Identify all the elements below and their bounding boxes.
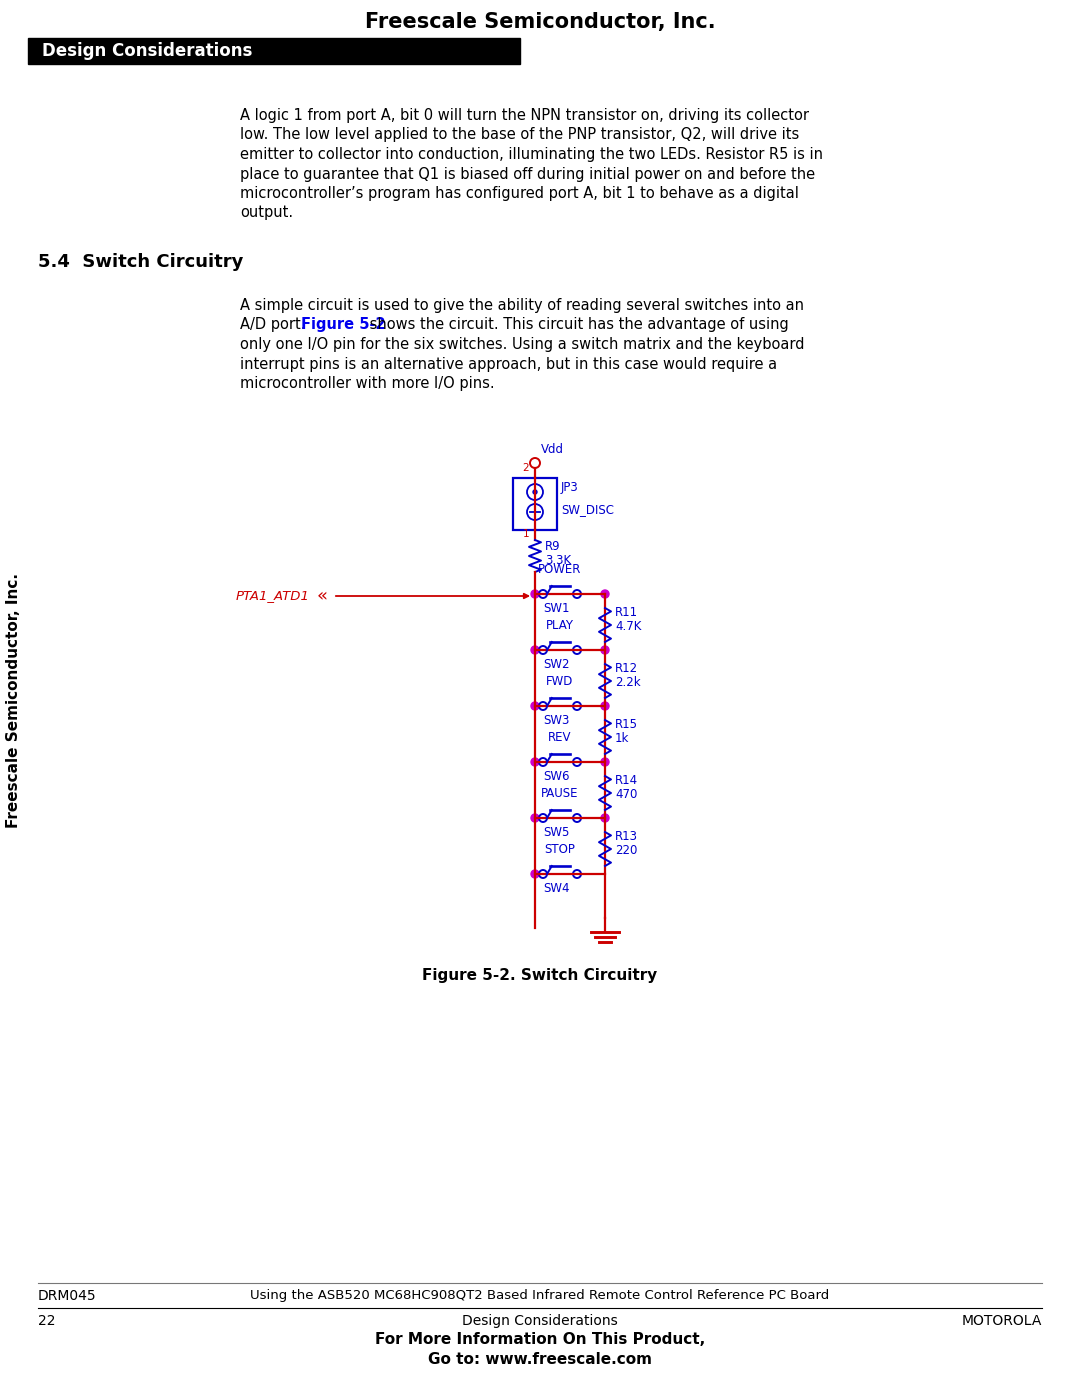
Text: R13: R13 [615, 830, 638, 844]
Text: R14: R14 [615, 774, 638, 788]
Text: 4.7K: 4.7K [615, 619, 642, 633]
Text: 220: 220 [615, 844, 637, 856]
Circle shape [531, 759, 539, 766]
Text: 22: 22 [38, 1315, 55, 1329]
Text: STOP: STOP [544, 842, 576, 856]
Circle shape [531, 645, 539, 654]
Circle shape [600, 590, 609, 598]
Text: REV: REV [549, 731, 571, 745]
Circle shape [600, 814, 609, 821]
Text: SW4: SW4 [543, 882, 569, 895]
Text: 2: 2 [523, 462, 529, 474]
Text: MOTOROLA: MOTOROLA [961, 1315, 1042, 1329]
Text: PAUSE: PAUSE [541, 787, 579, 800]
Text: 1: 1 [523, 529, 529, 539]
Text: 1k: 1k [615, 732, 630, 745]
Text: A logic 1 from port A, bit 0 will turn the NPN transistor on, driving its collec: A logic 1 from port A, bit 0 will turn t… [240, 108, 809, 123]
Circle shape [531, 870, 539, 877]
Text: emitter to collector into conduction, illuminating the two LEDs. Resistor R5 is : emitter to collector into conduction, il… [240, 147, 823, 162]
Circle shape [600, 645, 609, 654]
Text: R11: R11 [615, 606, 638, 619]
Text: shows the circuit. This circuit has the advantage of using: shows the circuit. This circuit has the … [365, 317, 788, 332]
Text: R9: R9 [545, 539, 561, 552]
Text: For More Information On This Product,: For More Information On This Product, [375, 1331, 705, 1347]
Bar [513, 478, 557, 529]
Circle shape [531, 703, 539, 710]
Bar [28, 38, 519, 64]
Text: POWER: POWER [538, 563, 582, 576]
Text: «: « [318, 587, 328, 605]
Text: SW2: SW2 [543, 658, 569, 671]
Text: Design Considerations: Design Considerations [42, 42, 253, 60]
Circle shape [531, 590, 539, 598]
Text: 3.3K: 3.3K [545, 553, 571, 567]
Text: Freescale Semiconductor, Inc.: Freescale Semiconductor, Inc. [365, 13, 715, 32]
Text: Figure 5-2. Switch Circuitry: Figure 5-2. Switch Circuitry [422, 968, 658, 983]
Text: SW6: SW6 [543, 770, 569, 782]
Text: JP3: JP3 [561, 482, 579, 495]
Text: PLAY: PLAY [546, 619, 573, 631]
Text: microcontroller’s program has configured port A, bit 1 to behave as a digital: microcontroller’s program has configured… [240, 186, 799, 201]
Text: Using the ASB520 MC68HC908QT2 Based Infrared Remote Control Reference PC Board: Using the ASB520 MC68HC908QT2 Based Infr… [251, 1289, 829, 1302]
Circle shape [600, 759, 609, 766]
Text: 2.2k: 2.2k [615, 676, 640, 689]
Circle shape [600, 703, 609, 710]
Circle shape [534, 490, 537, 495]
Circle shape [531, 814, 539, 821]
Text: Vdd: Vdd [541, 443, 564, 455]
Text: A/D port.: A/D port. [240, 317, 310, 332]
Text: SW5: SW5 [543, 826, 569, 840]
Text: microcontroller with more I/O pins.: microcontroller with more I/O pins. [240, 376, 495, 391]
Text: low. The low level applied to the base of the PNP transistor, Q2, will drive its: low. The low level applied to the base o… [240, 127, 799, 142]
Text: A simple circuit is used to give the ability of reading several switches into an: A simple circuit is used to give the abi… [240, 298, 804, 313]
Text: DRM045: DRM045 [38, 1289, 96, 1303]
Text: Go to: www.freescale.com: Go to: www.freescale.com [428, 1352, 652, 1368]
Text: Freescale Semiconductor, Inc.: Freescale Semiconductor, Inc. [6, 573, 22, 827]
Text: interrupt pins is an alternative approach, but in this case would require a: interrupt pins is an alternative approac… [240, 356, 778, 372]
Text: SW1: SW1 [543, 602, 569, 615]
Text: R15: R15 [615, 718, 638, 732]
Text: output.: output. [240, 205, 293, 221]
Text: Figure 5-2: Figure 5-2 [301, 317, 386, 332]
Text: SW_DISC: SW_DISC [561, 503, 615, 517]
Text: place to guarantee that Q1 is biased off during initial power on and before the: place to guarantee that Q1 is biased off… [240, 166, 815, 182]
Text: PTA1_ATD1: PTA1_ATD1 [237, 590, 310, 602]
Text: only one I/O pin for the six switches. Using a switch matrix and the keyboard: only one I/O pin for the six switches. U… [240, 337, 805, 352]
Text: R12: R12 [615, 662, 638, 676]
Text: 470: 470 [615, 788, 637, 800]
Text: FWD: FWD [546, 675, 573, 687]
Text: Design Considerations: Design Considerations [462, 1315, 618, 1329]
Text: SW3: SW3 [543, 714, 569, 726]
Text: 5.4  Switch Circuitry: 5.4 Switch Circuitry [38, 253, 243, 271]
